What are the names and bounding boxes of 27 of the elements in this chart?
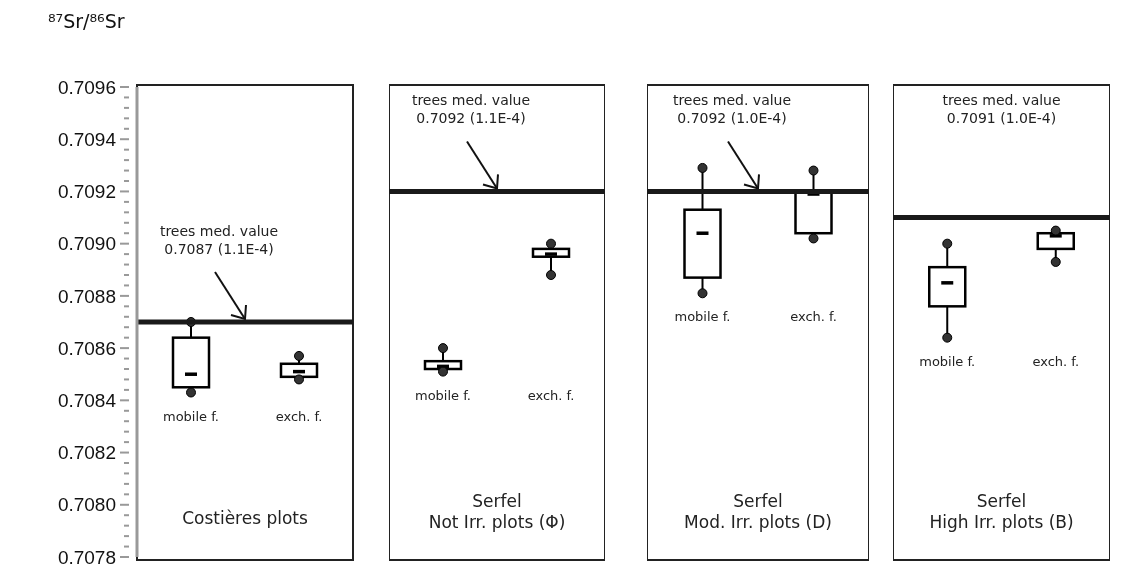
y-tick-label: 0.7094 <box>57 128 117 150</box>
y-axis-title: ⁸⁷Sr/⁸⁶Sr <box>48 10 125 32</box>
x-tick-label: exch. f. <box>790 309 837 325</box>
text: Serfel Mod. Irr. plots (D) <box>684 491 832 533</box>
y-tick-label: 0.7096 <box>57 76 116 98</box>
y-tick-label: 0.7082 <box>57 442 116 464</box>
y-tick-label: 0.7086 <box>57 337 116 359</box>
y-tick-label: 0.7088 <box>57 285 116 307</box>
x-tick-label: exch. f. <box>275 408 323 424</box>
y-tick-label: 0.7080 <box>57 494 116 516</box>
text: Serfel Not Irr. plots (Φ) <box>428 491 566 533</box>
x-tick-label: mobile f. <box>415 387 471 403</box>
y-tick-label: 0.7092 <box>57 181 116 203</box>
x-tick-label: exch. f. <box>527 387 575 403</box>
y-tick-label: 0.7090 <box>57 233 116 255</box>
text: Serfel High Irr. plots (B) <box>929 491 1074 533</box>
x-tick-label: mobile f. <box>163 408 219 424</box>
ref-line-label: trees med. value 0.7092 (1.1E-4) <box>411 92 531 126</box>
annotation: trees med. value 0.7091 (1.0E-4) <box>942 92 1061 126</box>
y-tick-label: 0.7078 <box>57 546 116 568</box>
x-tick-label: mobile f. <box>674 309 731 325</box>
y-tick-label: 0.7084 <box>57 389 117 411</box>
ref-line-label: trees med. value 0.7087 (1.1E-4) <box>159 223 279 257</box>
ref-line-label: trees med. value 0.7092 (1.0E-4) <box>672 92 792 126</box>
x-tick-label: mobile f. <box>919 353 976 369</box>
x-tick-label: exch. f. <box>1032 353 1080 369</box>
text: Costières plots <box>182 508 309 528</box>
